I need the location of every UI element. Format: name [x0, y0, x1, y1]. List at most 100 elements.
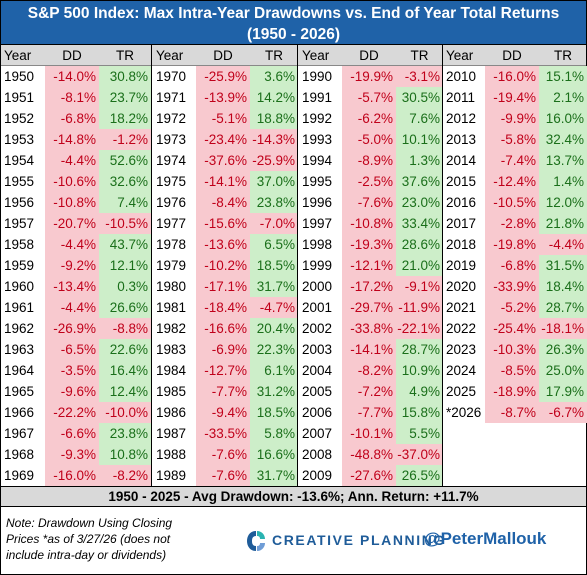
- table-row: 1955 -10.6% 32.6%: [1, 171, 151, 192]
- total-return-cell-bg: 52.6%: [99, 150, 151, 171]
- drawdown-value: -10.8%: [350, 216, 393, 231]
- year-cell: 1977: [156, 216, 187, 231]
- year-cell: 2022: [446, 321, 477, 336]
- table-row: 1962 -26.9% -8.8%: [1, 318, 151, 339]
- drawdown-cell-bg: -33.8%: [342, 318, 396, 339]
- drawdown-cell-bg: -17.1%: [196, 276, 250, 297]
- table-row: 1980 -17.1% 31.7%: [152, 276, 298, 297]
- total-return-value: 28.7%: [401, 342, 440, 357]
- total-return-value: 3.6%: [264, 69, 295, 84]
- drawdown-cell-bg: -10.6%: [45, 171, 99, 192]
- drawdown-value: -6.2%: [357, 111, 393, 126]
- drawdown-value: -7.6%: [211, 447, 247, 462]
- drawdown-cell-bg: -12.1%: [342, 255, 396, 276]
- table-row: 2021 -5.2% 28.7%: [443, 297, 587, 318]
- year-cell: 2001: [302, 300, 333, 315]
- table-row: 2019 -6.8% 31.5%: [443, 255, 587, 276]
- table-row: 1959 -9.2% 12.1%: [1, 255, 151, 276]
- total-return-cell-bg: 37.6%: [396, 171, 443, 192]
- table-row: 2000 -17.2% -9.1%: [298, 276, 443, 297]
- total-return-value: -18.1%: [541, 321, 584, 336]
- drawdown-cell-bg: -20.7%: [45, 213, 99, 234]
- table-row: 1966 -22.2% -10.0%: [1, 402, 151, 423]
- drawdown-value: -18.9%: [493, 384, 536, 399]
- drawdown-value: -6.8%: [60, 111, 96, 126]
- year-cell: 1962: [4, 321, 35, 336]
- table-row: 1978 -13.6% 6.5%: [152, 234, 298, 255]
- drawdown-cell-bg: -19.8%: [485, 234, 539, 255]
- drawdown-value: -8.2%: [357, 363, 393, 378]
- total-return-value: -6.7%: [548, 405, 584, 420]
- year-cell: 1951: [4, 90, 35, 105]
- drawdown-value: -9.3%: [60, 447, 96, 462]
- table-column-group: Year DD TR 2010 -16.0% 15.1% 2011 -19.4% 2.1% 201…: [442, 45, 587, 486]
- drawdown-value: -2.5%: [357, 174, 393, 189]
- drawdown-cell-bg: -7.6%: [342, 192, 396, 213]
- year-cell: 2008: [302, 447, 333, 462]
- drawdown-cell-bg: -33.5%: [196, 423, 250, 444]
- total-return-value: -11.9%: [398, 300, 440, 315]
- table-row: 2011 -19.4% 2.1%: [443, 87, 587, 108]
- header-dd: DD: [502, 48, 522, 63]
- drawdown-cell-bg: -8.2%: [342, 360, 396, 381]
- total-return-cell-bg: -4.4%: [539, 234, 587, 255]
- table-row: 1975 -14.1% 37.0%: [152, 171, 298, 192]
- total-return-value: 30.5%: [401, 90, 440, 105]
- drawdown-value: -17.2%: [350, 279, 393, 294]
- year-cell: 2002: [302, 321, 333, 336]
- year-cell: 2024: [446, 363, 477, 378]
- total-return-value: 28.6%: [401, 237, 440, 252]
- table-row: 1973 -23.4% -14.3%: [152, 129, 298, 150]
- drawdown-cell-bg: -8.1%: [45, 87, 99, 108]
- drawdown-value: -6.6%: [60, 426, 96, 441]
- total-return-value: 25.0%: [545, 363, 584, 378]
- drawdown-cell-bg: -7.2%: [342, 381, 396, 402]
- total-return-cell-bg: 26.5%: [396, 465, 443, 486]
- table-row: 1979 -10.2% 18.5%: [152, 255, 298, 276]
- header-year: Year: [4, 48, 32, 63]
- drawdown-cell-bg: -14.8%: [45, 129, 99, 150]
- drawdown-value: -12.1%: [350, 258, 393, 273]
- year-cell: 1985: [156, 384, 187, 399]
- drawdown-cell-bg: -10.8%: [342, 213, 396, 234]
- drawdown-value: -16.0%: [493, 69, 536, 84]
- total-return-cell-bg: 5.5%: [396, 423, 443, 444]
- table-row: 1976 -8.4% 23.8%: [152, 192, 298, 213]
- drawdown-value: -19.9%: [350, 69, 393, 84]
- table-row: 1963 -6.5% 22.6%: [1, 339, 151, 360]
- drawdown-value: -10.6%: [53, 174, 96, 189]
- table-row: 1983 -6.9% 22.3%: [152, 339, 298, 360]
- drawdown-value: -6.8%: [500, 258, 536, 273]
- total-return-value: -8.2%: [112, 468, 148, 483]
- total-return-cell-bg: 23.0%: [396, 192, 443, 213]
- total-return-cell-bg: 31.2%: [250, 381, 298, 402]
- total-return-value: 6.5%: [264, 237, 295, 252]
- total-return-value: 7.4%: [117, 195, 148, 210]
- year-cell: 1963: [4, 342, 35, 357]
- drawdown-cell-bg: -16.0%: [45, 465, 99, 486]
- drawdown-cell-bg: -5.7%: [342, 87, 396, 108]
- column-header: Year DD TR: [443, 45, 586, 66]
- total-return-value: 21.8%: [545, 216, 584, 231]
- drawdown-cell-bg: -6.8%: [45, 108, 99, 129]
- header-tr: TR: [410, 48, 429, 63]
- table-row: 1958 -4.4% 43.7%: [1, 234, 151, 255]
- table-row: 1987 -33.5% 5.8%: [152, 423, 298, 444]
- year-cell: 2006: [302, 405, 333, 420]
- table-row: 1972 -5.1% 18.8%: [152, 108, 298, 129]
- year-cell: 1983: [156, 342, 187, 357]
- table-row: 2013 -5.8% 32.4%: [443, 129, 587, 150]
- table-row: 1968 -9.3% 10.8%: [1, 444, 151, 465]
- year-cell: 1996: [302, 195, 333, 210]
- drawdown-cell-bg: -5.2%: [485, 297, 539, 318]
- total-return-value: 31.7%: [256, 468, 295, 483]
- total-return-value: 12.1%: [109, 258, 148, 273]
- drawdown-value: -7.6%: [357, 195, 393, 210]
- total-return-value: 16.0%: [545, 111, 584, 126]
- header-dd: DD: [359, 48, 379, 63]
- table-row: 1969 -16.0% -8.2%: [1, 465, 151, 486]
- drawdown-value: -33.9%: [493, 279, 536, 294]
- drawdown-cell-bg: -18.9%: [485, 381, 539, 402]
- drawdown-value: -20.7%: [53, 216, 96, 231]
- drawdown-value: -19.4%: [493, 90, 536, 105]
